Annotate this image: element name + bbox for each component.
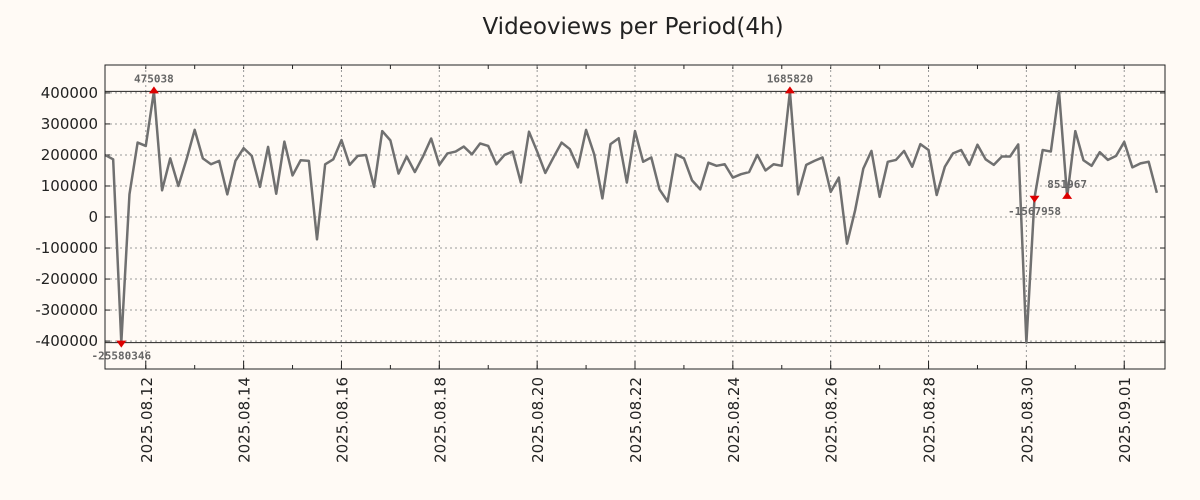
x-tick-label: 2025.08.18	[431, 377, 449, 463]
y-tick-label: -200000	[35, 270, 98, 288]
x-tick-label: 2025.08.28	[921, 377, 939, 463]
x-tick-label: 2025.08.26	[823, 377, 841, 463]
max-label: 1685820	[767, 72, 813, 85]
min-marker	[1029, 195, 1040, 203]
max-label: 475038	[134, 72, 174, 85]
max-marker	[148, 86, 159, 94]
x-tick-label: 2025.08.22	[627, 377, 645, 463]
y-tick-label: -300000	[35, 301, 98, 319]
min-label: -1567958	[1008, 205, 1061, 218]
max-label: 851967	[1047, 178, 1087, 191]
y-tick-label: -100000	[35, 239, 98, 257]
min-label: -25580346	[92, 350, 152, 363]
min-marker	[116, 340, 127, 348]
y-tick-label: 400000	[41, 84, 98, 102]
x-tick-label: 2025.08.16	[333, 377, 351, 463]
series-line	[104, 90, 1159, 344]
chart-title: Videoviews per Period(4h)	[482, 14, 784, 40]
x-tick-label: 2025.08.20	[529, 377, 547, 463]
y-tick-label: 300000	[41, 115, 98, 133]
y-tick-label: 100000	[41, 177, 98, 195]
y-tick-label: -400000	[35, 332, 98, 350]
plot-frame	[104, 64, 1166, 370]
x-tick-label: 2025.08.12	[138, 377, 156, 463]
x-tick-label: 2025.09.01	[1116, 377, 1134, 463]
x-tick-label: 2025.08.30	[1018, 377, 1036, 463]
y-tick-label: 0	[88, 208, 98, 226]
max-marker	[784, 86, 795, 94]
y-tick-label: 200000	[41, 146, 98, 164]
x-tick-label: 2025.08.14	[236, 377, 254, 463]
max-marker	[1062, 191, 1073, 199]
x-tick-label: 2025.08.24	[725, 377, 743, 463]
